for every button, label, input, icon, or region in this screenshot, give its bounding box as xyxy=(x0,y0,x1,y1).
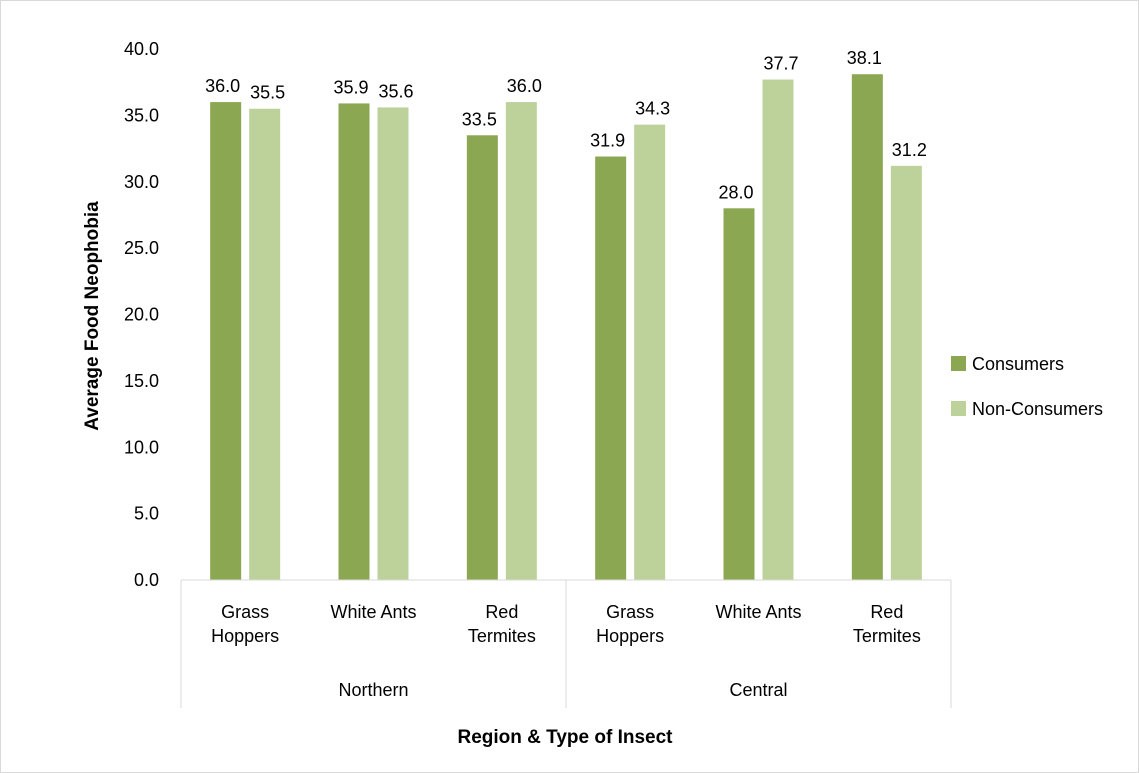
data-label: 28.0 xyxy=(718,182,753,202)
x-axis: Grass Hoppers White Ants Red Termites Norther… xyxy=(180,579,952,708)
bar-consumers xyxy=(466,135,498,580)
category-label: Red Termites xyxy=(468,602,536,646)
category-label: White Ants xyxy=(715,602,801,622)
category-label: Grass Hoppers xyxy=(211,602,279,646)
data-label: 35.6 xyxy=(378,81,413,101)
bar-consumers xyxy=(210,102,242,580)
y-axis-title: Average Food Neophobia xyxy=(82,201,103,431)
data-label: 34.3 xyxy=(635,99,670,119)
data-label: 33.5 xyxy=(462,109,497,129)
y-tick-label: 35.0 xyxy=(124,105,159,125)
y-tick-label: 40.0 xyxy=(124,39,159,59)
bars xyxy=(210,74,922,581)
bar-consumers xyxy=(723,208,755,581)
bar-non-consumers xyxy=(249,108,281,581)
data-label: 36.0 xyxy=(205,76,240,96)
y-tick-label: 10.0 xyxy=(124,437,159,457)
category-label: Grass Hoppers xyxy=(596,602,664,646)
group-label: Northern xyxy=(338,680,408,700)
x-axis-title: Region & Type of Insect xyxy=(457,727,673,748)
data-label: 36.0 xyxy=(507,76,542,96)
legend: Consumers Non-Consumers xyxy=(951,354,1103,419)
y-tick-label: 0.0 xyxy=(134,570,159,590)
legend-swatch-non-consumers xyxy=(951,401,966,416)
data-label: 35.5 xyxy=(250,83,285,103)
data-label: 31.2 xyxy=(892,140,927,160)
data-label: 35.9 xyxy=(333,77,368,97)
category-label: White Ants xyxy=(330,602,416,622)
bar-consumers xyxy=(595,156,627,580)
bar-non-consumers xyxy=(762,79,794,580)
data-label: 38.1 xyxy=(847,48,882,68)
bar-consumers xyxy=(338,103,370,581)
bar-non-consumers xyxy=(505,102,537,580)
data-label: 37.7 xyxy=(763,54,798,74)
y-tick-label: 30.0 xyxy=(124,172,159,192)
bar-consumers xyxy=(851,74,883,580)
bar-non-consumers xyxy=(634,124,666,580)
bar-non-consumers xyxy=(377,107,409,580)
y-axis: 0.0 5.0 10.0 15.0 20.0 25.0 30.0 35.0 40.0 xyxy=(124,39,159,590)
legend-label: Non-Consumers xyxy=(972,399,1103,419)
data-label: 31.9 xyxy=(590,131,625,151)
y-tick-label: 25.0 xyxy=(124,238,159,258)
y-tick-label: 5.0 xyxy=(134,504,159,524)
legend-swatch-consumers xyxy=(951,356,966,371)
bar-non-consumers xyxy=(890,165,922,580)
y-tick-label: 20.0 xyxy=(124,305,159,325)
group-label: Central xyxy=(729,680,787,700)
legend-label: Consumers xyxy=(972,354,1064,374)
y-tick-label: 15.0 xyxy=(124,371,159,391)
data-labels: 36.0 35.5 35.9 35.6 33.5 36.0 31.9 34.3 28.0 37.7… xyxy=(205,48,927,202)
category-label: Red Termites xyxy=(853,602,921,646)
